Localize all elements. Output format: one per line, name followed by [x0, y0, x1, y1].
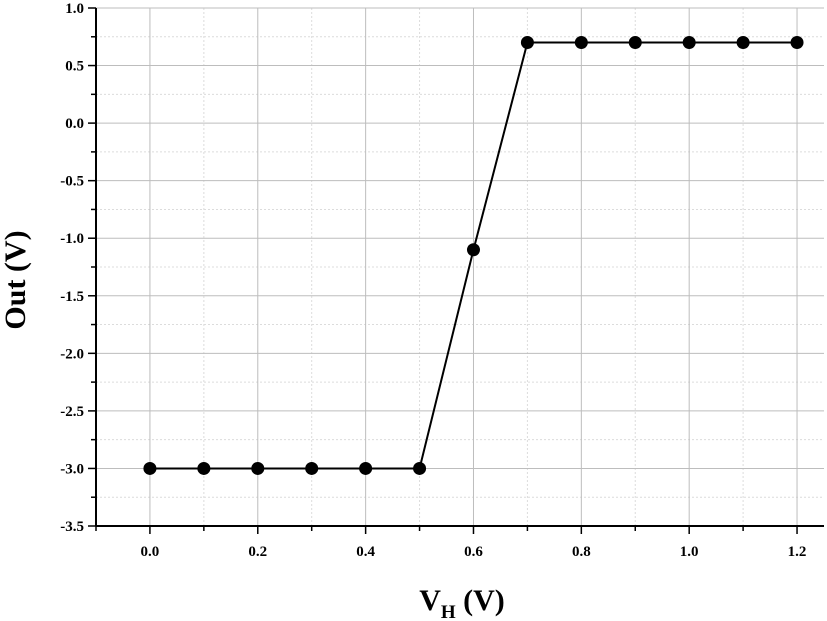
x-tick-label: 1.0 — [680, 544, 699, 560]
x-tick-label: 0.8 — [572, 544, 591, 560]
x-tick-label: 0.6 — [464, 544, 483, 560]
y-tick-label: -1.5 — [60, 289, 84, 305]
y-tick-label: -2.0 — [60, 346, 84, 362]
y-tick-label: -3.5 — [60, 519, 84, 535]
x-tick-labels: 0.0 0.2 0.4 0.6 0.8 1.0 1.2 — [141, 544, 807, 560]
data-point — [251, 461, 265, 475]
x-axis-title-main: V — [419, 584, 441, 617]
data-point — [574, 36, 588, 50]
x-tick-label: 1.2 — [788, 544, 807, 560]
data-point — [736, 36, 750, 50]
x-tick-label: 0.0 — [141, 544, 160, 560]
y-tick-labels: 1.0 0.5 0.0 -0.5 -1.0 -1.5 -2.0 -2.5 -3.0 -3.5 — [60, 1, 84, 535]
y-tick-label: -3.0 — [60, 461, 84, 477]
data-point — [413, 461, 427, 475]
data-point — [359, 461, 373, 475]
y-tick-label: -0.5 — [60, 174, 84, 190]
y-tick-label: 0.5 — [65, 59, 84, 75]
data-point — [466, 243, 480, 257]
x-axis-title-unit: (V) — [456, 584, 505, 617]
y-tick-label: -2.5 — [60, 404, 84, 420]
y-tick-label: 0.0 — [65, 116, 84, 132]
series — [143, 36, 804, 475]
data-point — [628, 36, 642, 50]
data-point — [305, 461, 319, 475]
grid — [95, 7, 824, 527]
x-axis-title: VH (V) — [419, 584, 505, 621]
y-tick-label: -1.0 — [60, 231, 84, 247]
data-point — [143, 461, 157, 475]
data-point — [520, 36, 534, 50]
data-point — [197, 461, 211, 475]
axes — [88, 7, 824, 534]
y-tick-label: 1.0 — [65, 1, 84, 17]
x-axis-title-subscript: H — [441, 602, 456, 621]
data-point — [682, 36, 696, 50]
x-tick-label: 0.2 — [248, 544, 267, 560]
x-tick-label: 0.4 — [356, 544, 375, 560]
data-point — [790, 36, 804, 50]
y-axis-title: Out (V) — [0, 230, 32, 329]
